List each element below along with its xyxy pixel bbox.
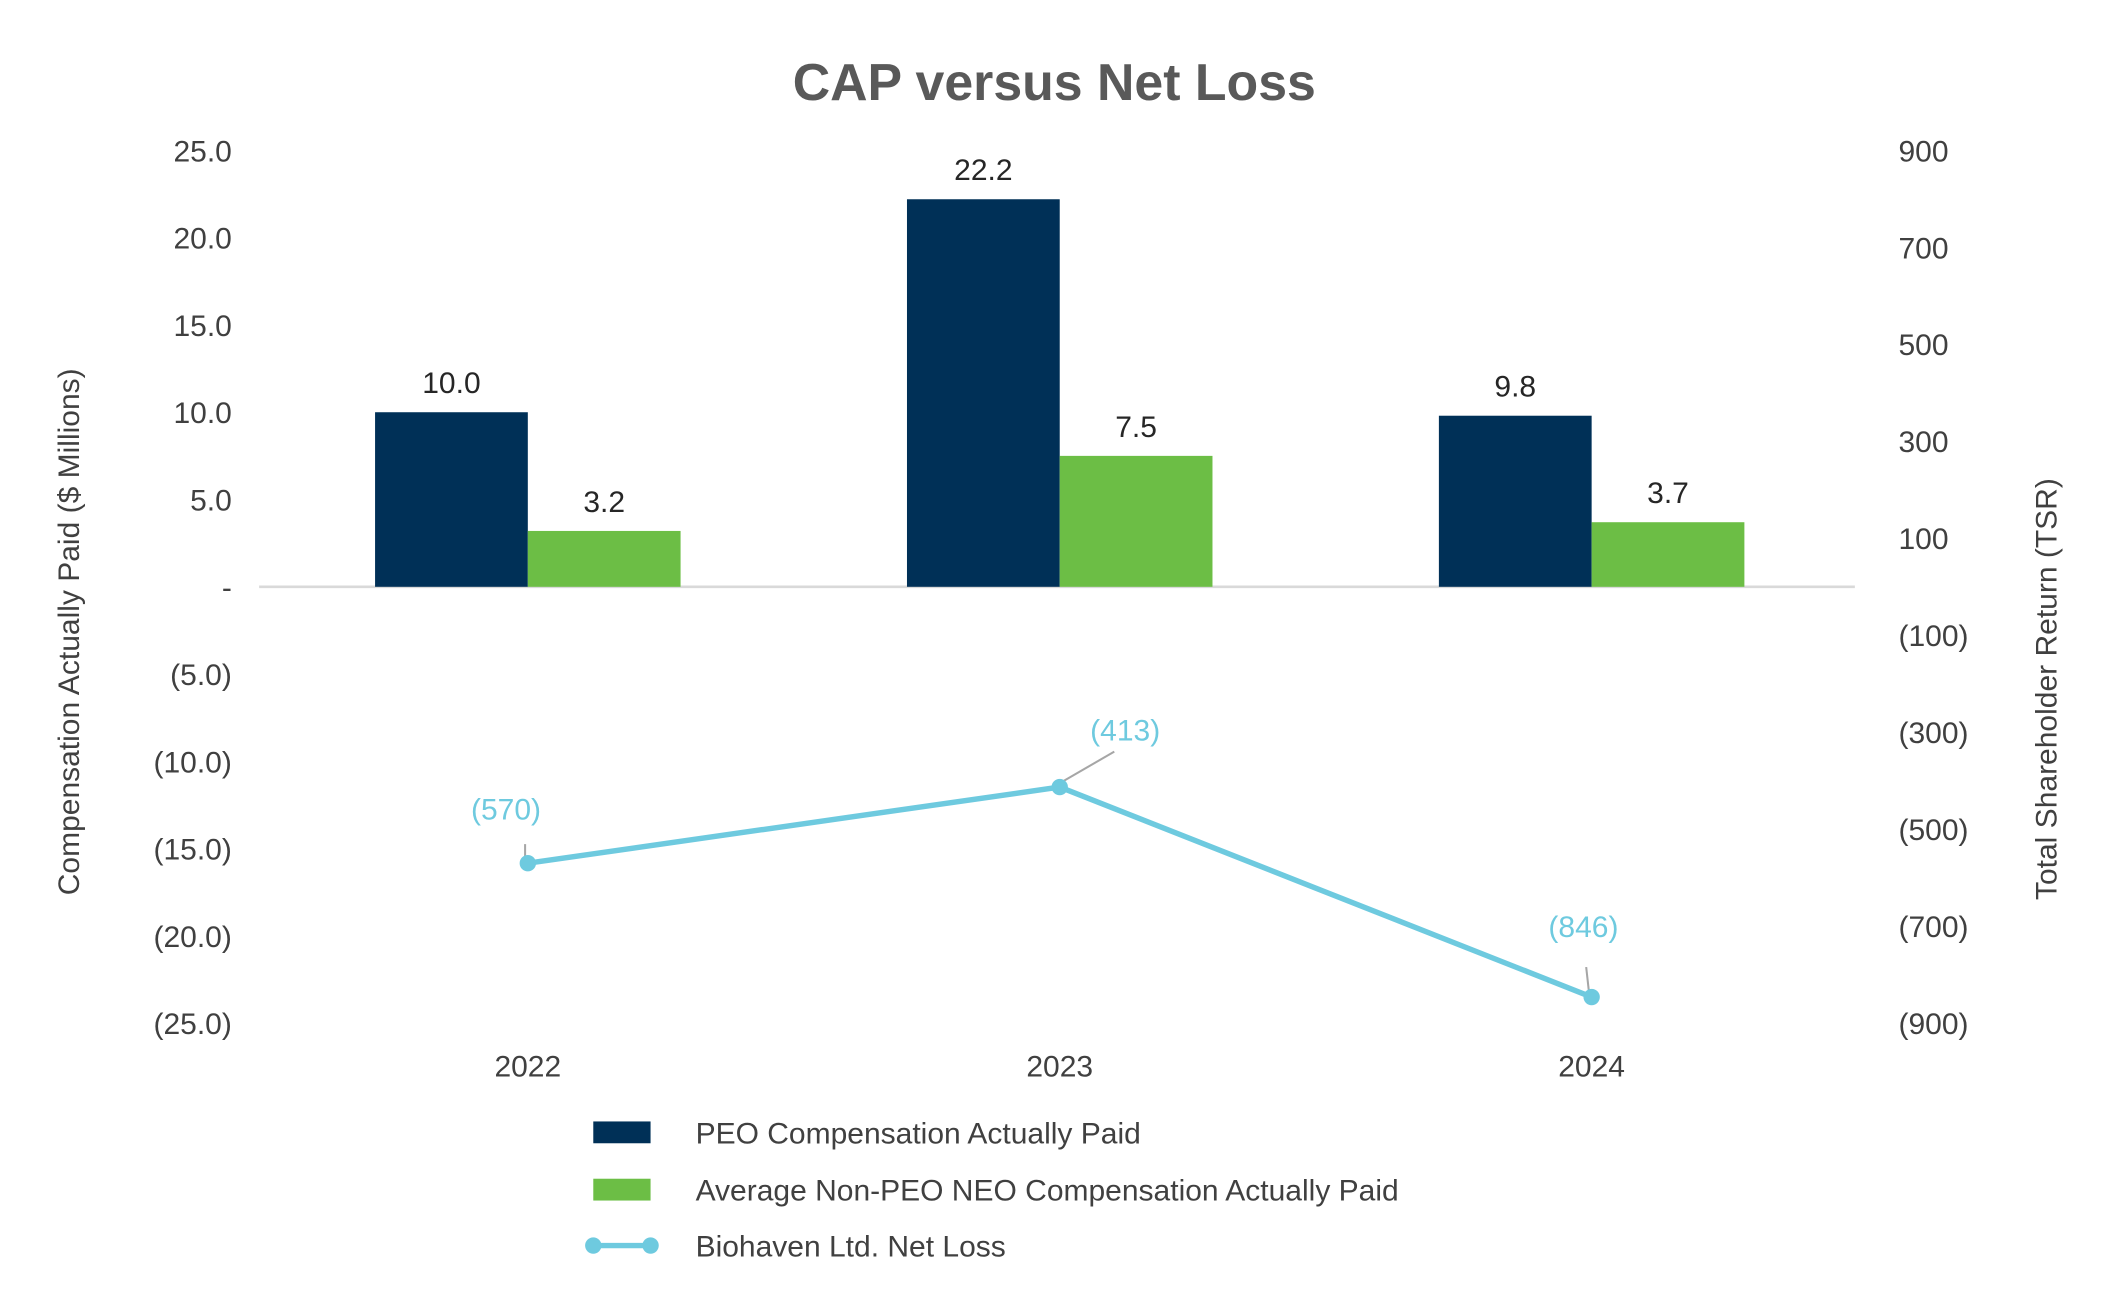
x-tick-label: 2024 xyxy=(1558,1050,1625,1083)
left-tick-label: 25.0 xyxy=(173,135,231,168)
peo-bar xyxy=(906,199,1060,587)
non-peo-bar xyxy=(1059,455,1213,587)
leader-line xyxy=(1061,750,1115,783)
legend-marker-net-loss xyxy=(585,1237,602,1254)
left-tick-label: (15.0) xyxy=(153,834,231,867)
x-tick-label: 2022 xyxy=(494,1050,561,1083)
non-peo-bar xyxy=(1591,522,1745,587)
peo-bar xyxy=(1438,415,1592,587)
peo-bar xyxy=(375,412,528,587)
bar-data-label: 10.0 xyxy=(422,367,480,400)
legend-marker-net-loss xyxy=(642,1237,659,1254)
right-tick-label: 300 xyxy=(1899,426,1949,459)
left-tick-label: (25.0) xyxy=(153,1008,231,1041)
legend: PEO Compensation Actually Paid Average N… xyxy=(585,1117,1399,1263)
left-tick-label: - xyxy=(222,572,232,605)
legend-label-non-peo: Average Non-PEO NEO Compensation Actuall… xyxy=(696,1175,1399,1208)
left-tick-label: 15.0 xyxy=(173,310,231,343)
left-tick-label: 5.0 xyxy=(190,484,232,517)
bar-data-label: 3.7 xyxy=(1647,477,1689,510)
net-loss-marker xyxy=(519,855,537,872)
legend-label-net-loss: Biohaven Ltd. Net Loss xyxy=(696,1230,1006,1263)
right-tick-label: 900 xyxy=(1899,135,1949,168)
net-loss-marker xyxy=(1051,778,1068,796)
bar-data-label: 7.5 xyxy=(1115,411,1157,444)
right-tick-label: 700 xyxy=(1899,232,1949,265)
bar-data-label: 9.8 xyxy=(1494,371,1536,404)
legend-label-peo: PEO Compensation Actually Paid xyxy=(696,1117,1141,1150)
right-tick-label: 100 xyxy=(1899,523,1949,556)
left-tick-label: 10.0 xyxy=(173,397,231,430)
left-tick-label: (5.0) xyxy=(170,659,232,692)
line-data-label: (570) xyxy=(471,794,541,827)
left-tick-label: (20.0) xyxy=(153,921,231,954)
bar-data-label: 3.2 xyxy=(583,486,625,519)
right-tick-label: (300) xyxy=(1899,717,1969,750)
bar-data-label: 22.2 xyxy=(954,154,1012,187)
left-tick-label: 20.0 xyxy=(173,223,231,256)
line-data-label: (846) xyxy=(1548,911,1618,944)
non-peo-bar xyxy=(527,530,681,587)
legend-swatch-peo xyxy=(593,1121,651,1144)
right-tick-label: (900) xyxy=(1899,1008,1969,1041)
net-loss-marker xyxy=(1583,988,1600,1006)
chart-title: CAP versus Net Loss xyxy=(793,53,1316,111)
right-axis-label: Total Shareholder Return (TSR) xyxy=(2031,478,2064,900)
net-loss-line xyxy=(527,784,1593,1000)
right-tick-label: (500) xyxy=(1899,814,1969,847)
left-axis-label: Compensation Actually Paid ($ Millions) xyxy=(53,368,86,895)
right-tick-label: (700) xyxy=(1899,911,1969,944)
leader-line xyxy=(1585,966,1590,992)
legend-swatch-non-peo xyxy=(593,1178,651,1201)
right-tick-label: (100) xyxy=(1899,620,1969,653)
right-tick-label: 500 xyxy=(1899,329,1949,362)
left-tick-label: (10.0) xyxy=(153,746,231,779)
x-tick-label: 2023 xyxy=(1026,1050,1093,1083)
line-data-label: (413) xyxy=(1090,715,1160,748)
